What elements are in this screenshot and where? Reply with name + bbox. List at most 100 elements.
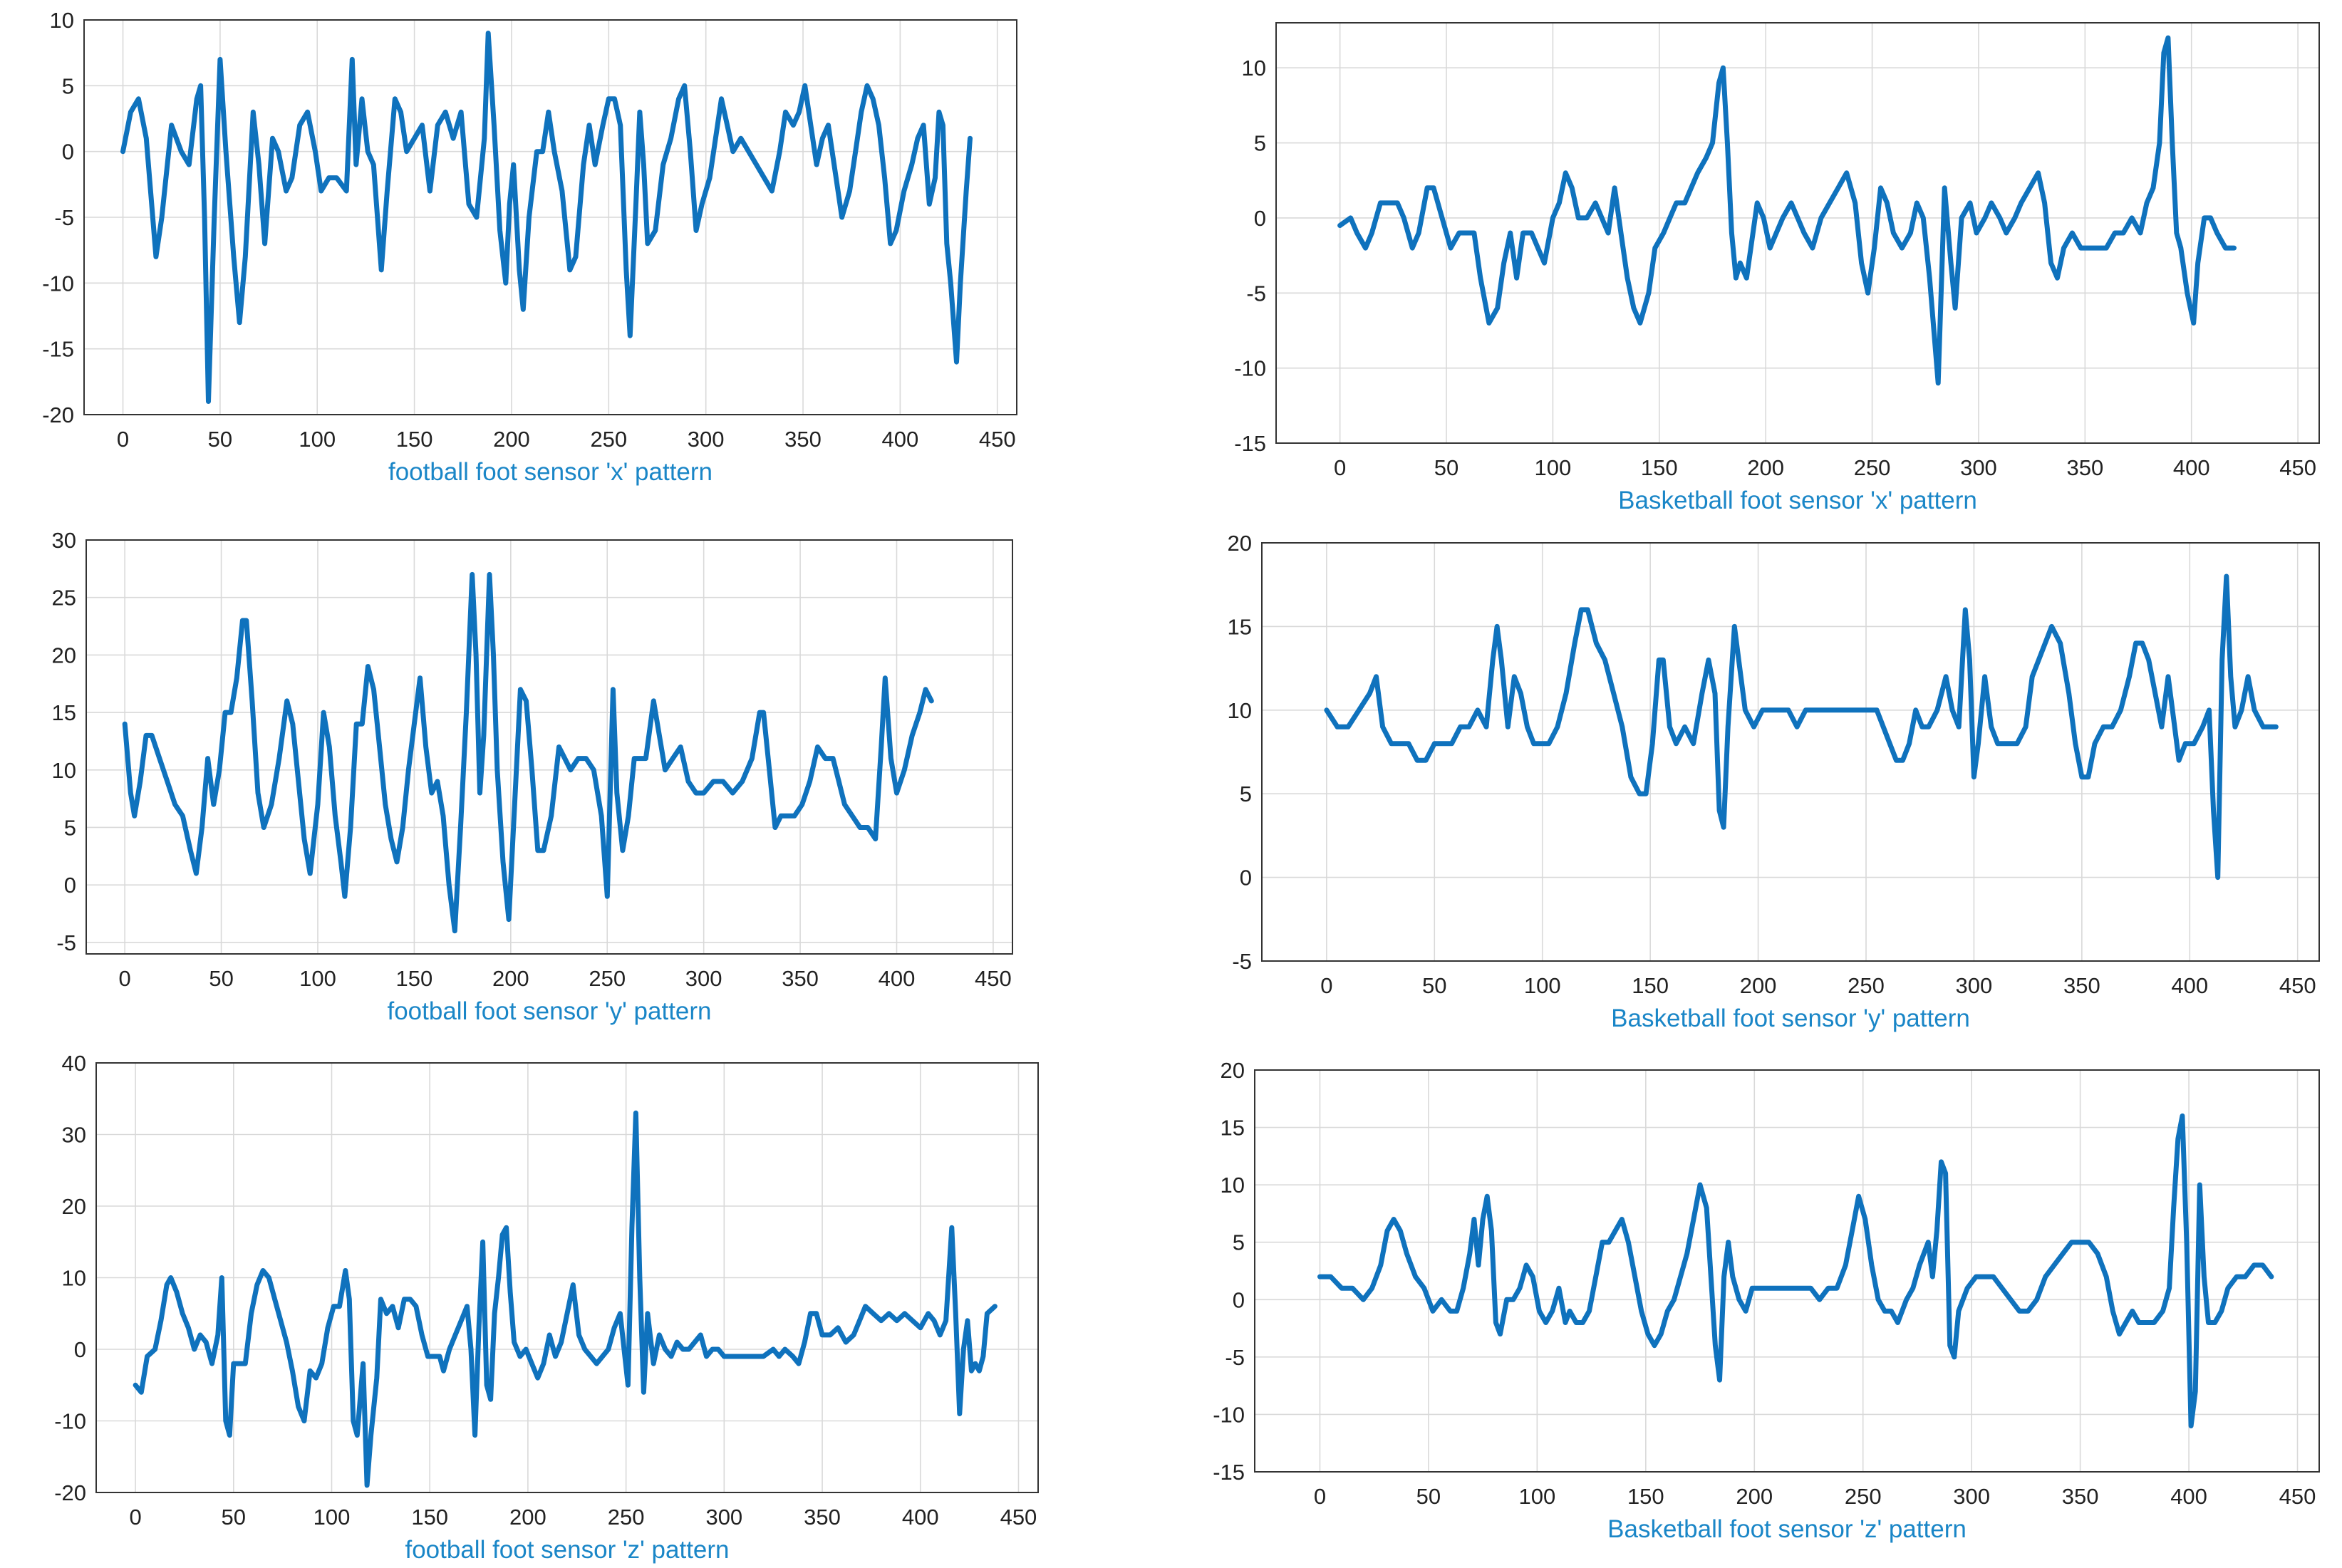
x-tick-label: 250 bbox=[608, 1505, 645, 1530]
y-tick-label: 10 bbox=[1242, 56, 1266, 81]
x-axis-label: football foot sensor 'x' pattern bbox=[388, 458, 713, 486]
x-axis-label: Basketball foot sensor 'z' pattern bbox=[1607, 1515, 1967, 1543]
x-tick-label: 100 bbox=[1524, 973, 1561, 998]
x-tick-label: 350 bbox=[2062, 1484, 2099, 1509]
x-tick-label: 50 bbox=[1422, 973, 1446, 998]
y-tick-label: 5 bbox=[64, 815, 76, 840]
x-tick-label: 250 bbox=[589, 966, 626, 991]
y-tick-label: -10 bbox=[54, 1409, 86, 1434]
y-tick-label: 30 bbox=[62, 1123, 86, 1148]
x-axis-label: Basketball foot sensor 'y' pattern bbox=[1611, 1004, 1970, 1032]
series-line-z bbox=[133, 1110, 998, 1488]
plot-frame bbox=[1275, 22, 2320, 444]
x-tick-label: 50 bbox=[1416, 1484, 1441, 1509]
x-tick-label: 0 bbox=[1314, 1484, 1326, 1509]
plot-border bbox=[1254, 1069, 2320, 1473]
x-tick-label: 200 bbox=[1747, 455, 1784, 480]
x-tick-label: 350 bbox=[804, 1505, 841, 1530]
football-z-chart: 0 50 100 150 200 250 300 350 400 450403020100-10-… bbox=[54, 1051, 1039, 1564]
basketball-y-chart: 0 50 100 150 200 250 300 350 400 45020151050-5Bas… bbox=[1228, 531, 2320, 1032]
y-tick-label: 0 bbox=[1240, 866, 1252, 891]
x-tick-label: 0 bbox=[1320, 973, 1332, 998]
y-tick-label: 20 bbox=[62, 1194, 86, 1219]
series-line-z bbox=[1317, 1113, 2274, 1428]
plot-frame bbox=[1254, 1069, 2320, 1473]
y-tick-label: 5 bbox=[62, 73, 74, 98]
x-tick-label: 350 bbox=[2063, 973, 2100, 998]
x-tick-label: 200 bbox=[1736, 1484, 1773, 1509]
y-tick-label: 15 bbox=[1221, 1116, 1245, 1141]
x-tick-label: 100 bbox=[314, 1505, 351, 1530]
x-axis-label: football foot sensor 'y' pattern bbox=[387, 997, 711, 1025]
y-tick-label: 5 bbox=[1240, 782, 1252, 806]
x-tick-label: 150 bbox=[411, 1505, 448, 1530]
y-tick-label: -20 bbox=[42, 403, 74, 427]
x-tick-label: 250 bbox=[1848, 973, 1885, 998]
plot-border bbox=[1275, 22, 2320, 444]
plot-frame bbox=[86, 539, 1013, 955]
x-tick-label: 50 bbox=[209, 966, 233, 991]
x-tick-label: 450 bbox=[2279, 455, 2316, 480]
x-axis-label: football foot sensor 'z' pattern bbox=[405, 1536, 729, 1564]
y-tick-label: 20 bbox=[1221, 1058, 1245, 1083]
basketball-x-chart: 0 50 100 150 200 250 300 350 400 4501050-5-10-15B… bbox=[1234, 22, 2320, 514]
y-tick-label: 0 bbox=[1233, 1287, 1245, 1312]
y-tick-label: 20 bbox=[1228, 531, 1252, 556]
y-tick-label: 5 bbox=[1233, 1230, 1245, 1255]
x-tick-label: 50 bbox=[1434, 455, 1458, 480]
x-tick-label: 300 bbox=[685, 966, 722, 991]
series-line-x bbox=[120, 31, 973, 404]
x-tick-label: 100 bbox=[299, 966, 336, 991]
x-tick-label: 400 bbox=[2171, 973, 2208, 998]
x-tick-label: 450 bbox=[979, 427, 1016, 452]
x-tick-label: 450 bbox=[2279, 1484, 2316, 1509]
y-tick-label: 0 bbox=[62, 140, 74, 165]
y-tick-label: 10 bbox=[52, 758, 76, 783]
x-tick-label: 300 bbox=[1956, 973, 1993, 998]
y-tick-label: 10 bbox=[1221, 1173, 1245, 1198]
x-tick-label: 400 bbox=[882, 427, 919, 452]
y-tick-label: 15 bbox=[1228, 614, 1252, 639]
x-tick-label: 250 bbox=[590, 427, 627, 452]
x-tick-label: 200 bbox=[493, 427, 530, 452]
x-tick-label: 50 bbox=[222, 1505, 246, 1530]
plot-border bbox=[86, 539, 1013, 955]
football-y-chart: 0 50 100 150 200 250 300 350 400 450302520151050-… bbox=[52, 528, 1013, 1025]
x-tick-label: 400 bbox=[879, 966, 916, 991]
y-tick-label: -5 bbox=[56, 930, 76, 955]
x-tick-label: 200 bbox=[509, 1505, 546, 1530]
x-tick-label: 100 bbox=[1519, 1484, 1556, 1509]
y-tick-label: -10 bbox=[42, 271, 74, 296]
x-tick-label: 350 bbox=[784, 427, 822, 452]
series-line-y bbox=[1324, 573, 2279, 881]
plot-border bbox=[1261, 542, 2320, 962]
x-tick-label: 0 bbox=[119, 966, 131, 991]
basketball-z-chart: 0 50 100 150 200 250 300 350 400 45020151050-5-10… bbox=[1213, 1058, 2320, 1543]
x-tick-label: 450 bbox=[2279, 973, 2316, 998]
y-tick-label: -5 bbox=[54, 205, 74, 230]
y-tick-label: -15 bbox=[1213, 1460, 1245, 1485]
x-tick-label: 400 bbox=[2173, 455, 2210, 480]
plot-frame bbox=[1261, 542, 2320, 962]
plot-border bbox=[95, 1062, 1039, 1493]
y-tick-label: -10 bbox=[1213, 1402, 1245, 1427]
x-axis-label: Basketball foot sensor 'x' pattern bbox=[1618, 487, 1977, 514]
x-tick-label: 0 bbox=[129, 1505, 141, 1530]
plot-border bbox=[83, 19, 1017, 415]
x-tick-label: 100 bbox=[299, 427, 336, 452]
x-tick-label: 300 bbox=[688, 427, 725, 452]
x-tick-label: 300 bbox=[705, 1505, 742, 1530]
x-tick-label: 450 bbox=[1000, 1505, 1037, 1530]
x-tick-label: 400 bbox=[2170, 1484, 2207, 1509]
y-tick-label: 5 bbox=[1254, 131, 1266, 156]
y-tick-label: 10 bbox=[62, 1266, 86, 1291]
x-tick-label: 100 bbox=[1535, 455, 1572, 480]
x-tick-label: 400 bbox=[902, 1505, 939, 1530]
y-tick-label: -15 bbox=[1234, 431, 1266, 456]
x-tick-label: 150 bbox=[1632, 973, 1669, 998]
x-tick-label: 0 bbox=[117, 427, 129, 452]
x-tick-label: 350 bbox=[2066, 455, 2103, 480]
y-tick-label: 40 bbox=[62, 1051, 86, 1076]
series-line-y bbox=[122, 571, 934, 934]
x-tick-label: 250 bbox=[1845, 1484, 1882, 1509]
